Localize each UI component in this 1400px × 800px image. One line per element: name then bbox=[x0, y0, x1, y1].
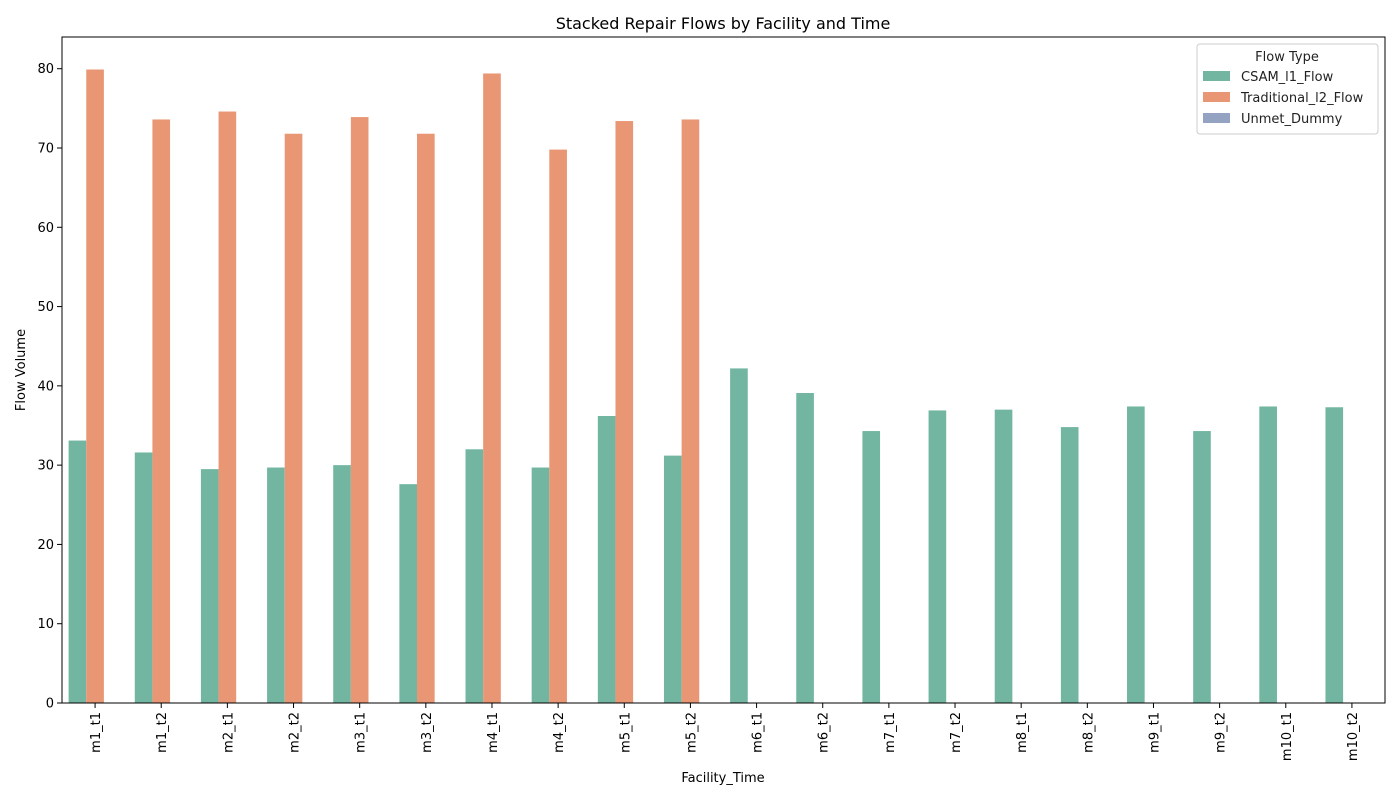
x-tick-label: m8_t1 bbox=[1015, 712, 1030, 753]
bar-CSAM_l1_Flow-m1_t2 bbox=[134, 452, 153, 703]
bar-Traditional_l2_Flow-m3_t2 bbox=[417, 133, 435, 704]
x-tick-label: m2_t1 bbox=[221, 712, 236, 753]
bar-Traditional_l2_Flow-m1_t2 bbox=[152, 119, 171, 703]
y-tick-label: 70 bbox=[37, 142, 54, 157]
y-tick-label: 30 bbox=[37, 459, 54, 474]
legend-label-CSAM_l1_Flow: CSAM_l1_Flow bbox=[1241, 70, 1334, 85]
x-tick-label: m5_t2 bbox=[684, 712, 699, 753]
legend-box bbox=[1196, 43, 1379, 135]
y-tick-label: 40 bbox=[37, 379, 54, 394]
x-tick-label: m6_t2 bbox=[817, 712, 832, 753]
y-tick-label: 0 bbox=[46, 697, 54, 712]
x-tick-label: m9_t1 bbox=[1147, 712, 1162, 753]
legend: Flow Type CSAM_l1_Flow Traditional_l2_Flo… bbox=[1196, 43, 1379, 135]
bar-CSAM_l1_Flow-m2_t1 bbox=[200, 469, 219, 703]
x-axis: m1_t1 m1_t2 m2_t1 m2_t2 m3_t1 m3_t2 m4_t1 m4_t2… bbox=[89, 703, 1361, 761]
bar-CSAM_l1_Flow-m3_t2 bbox=[399, 484, 418, 703]
bar-CSAM_l1_Flow-m10_t1 bbox=[1259, 406, 1277, 703]
x-tick-label: m4_t1 bbox=[486, 712, 501, 753]
x-tick-label: m7_t2 bbox=[949, 712, 964, 753]
bar-Traditional_l2_Flow-m5_t2 bbox=[681, 119, 700, 703]
x-axis-label: Facility_Time bbox=[681, 771, 764, 786]
bar-Traditional_l2_Flow-m3_t1 bbox=[350, 117, 369, 703]
x-tick-label: m3_t2 bbox=[420, 712, 435, 753]
bar-CSAM_l1_Flow-m10_t2 bbox=[1325, 407, 1344, 703]
x-tick-label: m10_t2 bbox=[1346, 712, 1361, 761]
legend-swatch-Unmet_Dummy bbox=[1203, 113, 1230, 123]
bar-Traditional_l2_Flow-m5_t1 bbox=[615, 121, 634, 704]
bar-CSAM_l1_Flow-m4_t2 bbox=[531, 467, 550, 703]
legend-label-Traditional_l2_Flow: Traditional_l2_Flow bbox=[1240, 91, 1364, 106]
bar-CSAM_l1_Flow-m3_t1 bbox=[333, 465, 351, 703]
legend-title: Flow Type bbox=[1255, 50, 1319, 65]
x-tick-label: m10_t1 bbox=[1280, 712, 1295, 761]
x-tick-label: m5_t1 bbox=[618, 712, 633, 753]
x-tick-label: m6_t1 bbox=[751, 712, 766, 753]
x-tick-label: m8_t2 bbox=[1081, 712, 1096, 753]
legend-swatch-Traditional_l2_Flow bbox=[1203, 92, 1230, 102]
bar-CSAM_l1_Flow-m7_t2 bbox=[928, 410, 947, 703]
bar-CSAM_l1_Flow-m8_t1 bbox=[994, 409, 1013, 703]
bar-CSAM_l1_Flow-m9_t1 bbox=[1127, 406, 1145, 703]
bar-CSAM_l1_Flow-m5_t2 bbox=[663, 455, 682, 703]
y-tick-label: 80 bbox=[37, 62, 54, 77]
x-tick-label: m9_t2 bbox=[1214, 712, 1229, 753]
y-tick-label: 50 bbox=[37, 300, 54, 315]
plot-frame bbox=[61, 36, 1386, 704]
bar-CSAM_l1_Flow-m8_t2 bbox=[1060, 427, 1079, 703]
x-tick-label: m3_t1 bbox=[354, 712, 369, 753]
bar-CSAM_l1_Flow-m6_t1 bbox=[730, 368, 748, 703]
bar-CSAM_l1_Flow-m5_t1 bbox=[597, 415, 616, 703]
bar-Traditional_l2_Flow-m2_t2 bbox=[284, 133, 303, 704]
bar-CSAM_l1_Flow-m2_t2 bbox=[267, 467, 285, 703]
bar-Traditional_l2_Flow-m2_t1 bbox=[218, 111, 237, 703]
bar-CSAM_l1_Flow-m4_t1 bbox=[465, 449, 484, 703]
y-axis-label: Flow Volume bbox=[14, 329, 29, 411]
x-tick-label: m7_t1 bbox=[883, 712, 898, 753]
x-tick-label: m1_t2 bbox=[155, 712, 170, 753]
bar-CSAM_l1_Flow-m7_t1 bbox=[862, 431, 881, 703]
x-tick-label: m2_t2 bbox=[288, 712, 303, 753]
bars-layer bbox=[68, 69, 1344, 704]
chart-title: Stacked Repair Flows by Facility and Tim… bbox=[556, 14, 891, 33]
legend-swatch-CSAM_l1_Flow bbox=[1203, 71, 1230, 81]
bar-CSAM_l1_Flow-m9_t2 bbox=[1193, 431, 1211, 703]
bar-Traditional_l2_Flow-m1_t1 bbox=[86, 69, 104, 703]
y-tick-label: 20 bbox=[37, 538, 54, 553]
legend-label-Unmet_Dummy: Unmet_Dummy bbox=[1241, 112, 1343, 127]
y-axis: 0 10 20 30 40 50 60 70 80 bbox=[37, 62, 62, 712]
bar-Traditional_l2_Flow-m4_t2 bbox=[549, 149, 567, 704]
y-tick-label: 60 bbox=[37, 221, 54, 236]
x-tick-label: m1_t1 bbox=[89, 712, 104, 753]
x-tick-label: m4_t2 bbox=[552, 712, 567, 753]
y-tick-label: 10 bbox=[37, 617, 54, 632]
bar-CSAM_l1_Flow-m1_t1 bbox=[68, 440, 87, 703]
bar-CSAM_l1_Flow-m6_t2 bbox=[796, 392, 814, 703]
bar-Traditional_l2_Flow-m4_t1 bbox=[483, 73, 501, 704]
